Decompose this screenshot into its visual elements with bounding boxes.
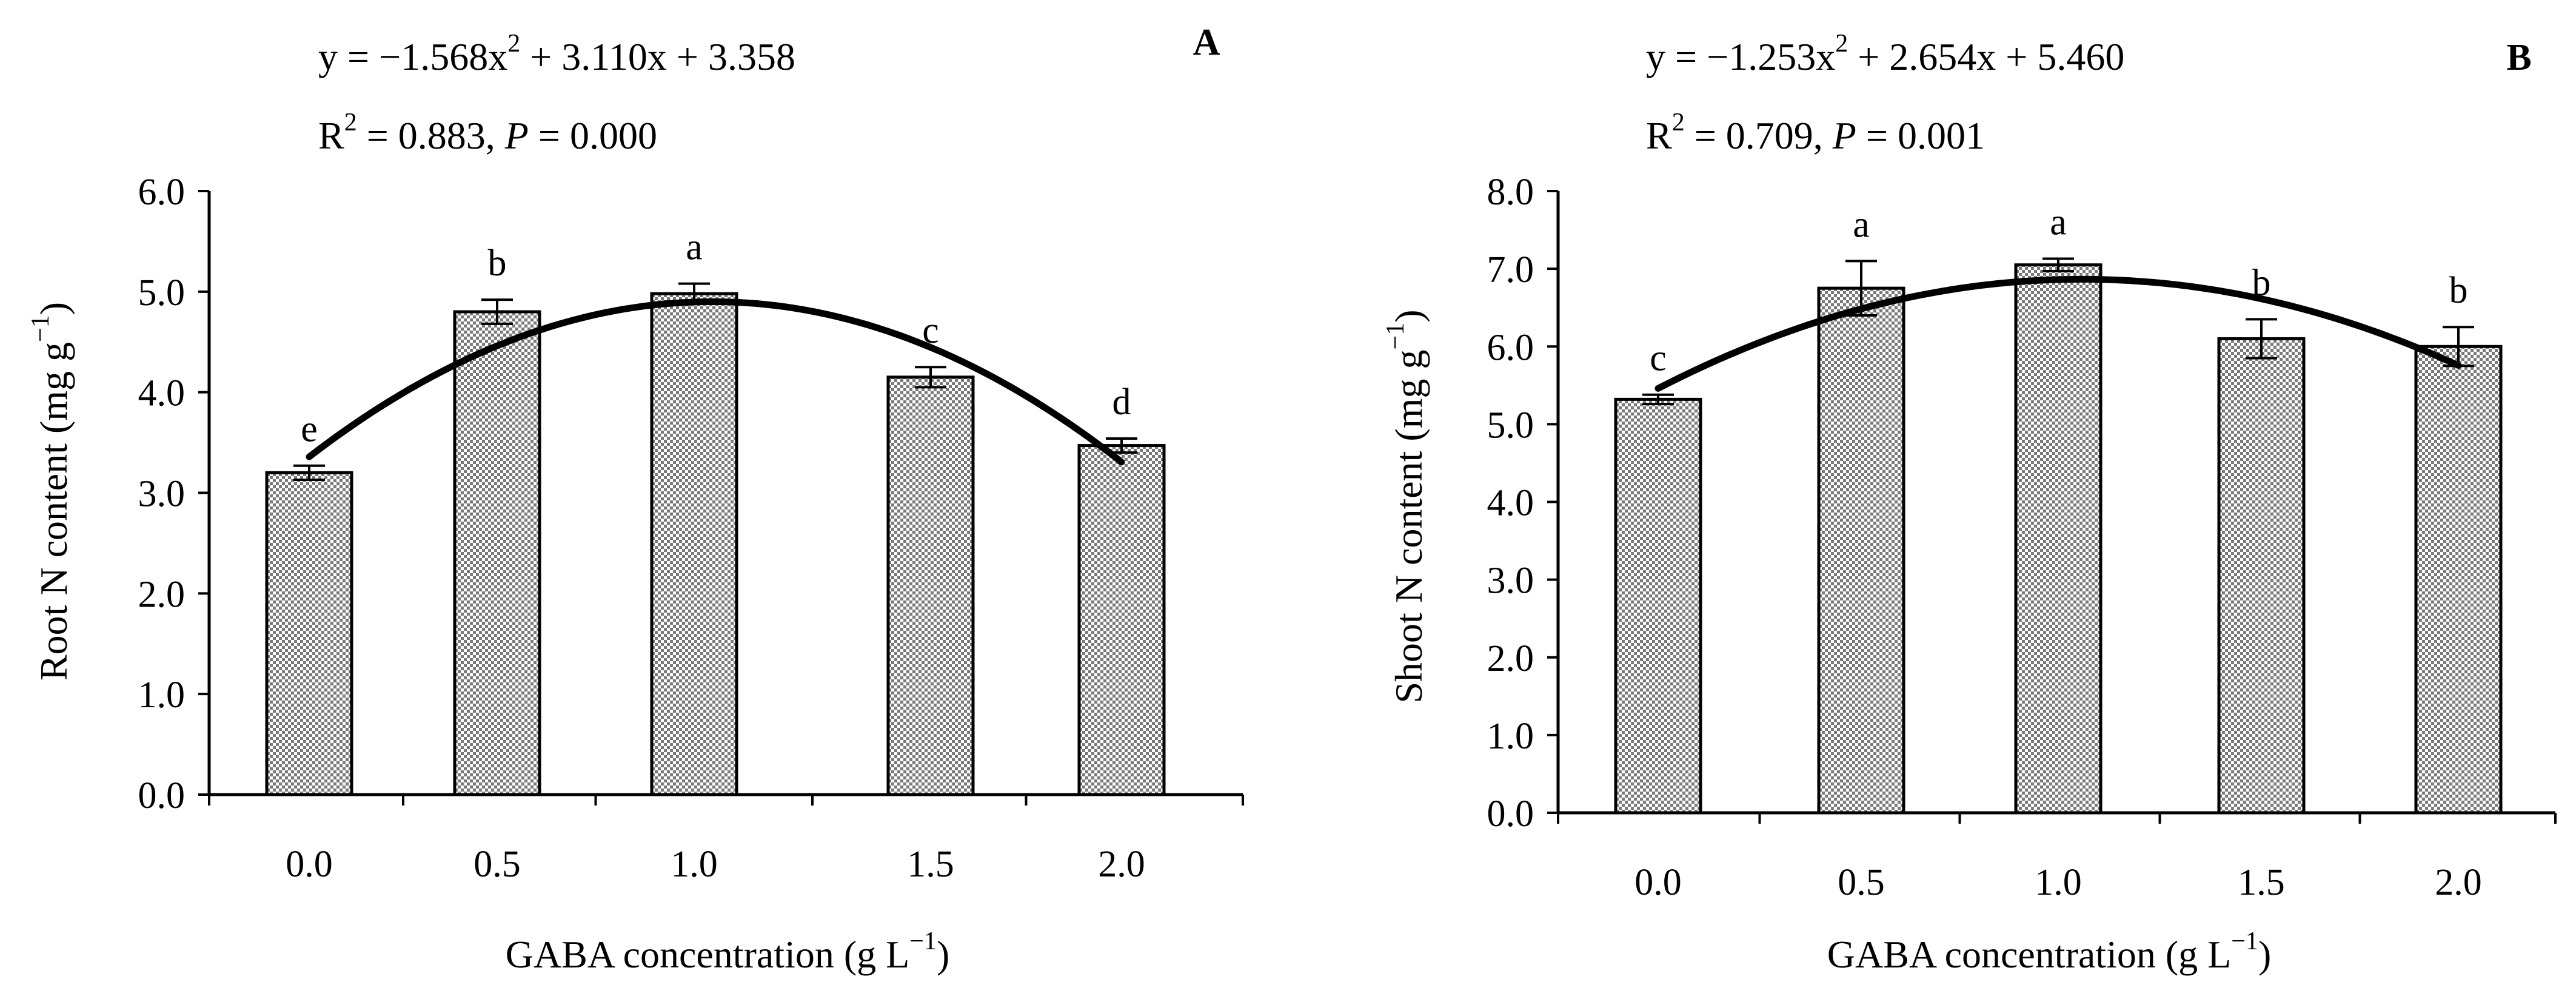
y-tick-label: 0.0 (1487, 793, 1534, 835)
y-axis-title-a: Root N content (mg g−1) (27, 302, 75, 681)
error-bar (481, 298, 513, 325)
y-tick-label: 2.0 (1487, 638, 1534, 679)
significance-letter: a (686, 227, 703, 268)
x-tick-label: 2.0 (1098, 844, 1145, 885)
y-tick-label: 4.0 (138, 373, 186, 414)
x-tick-label: 1.5 (907, 844, 954, 885)
x-tick-label: 2.0 (2435, 862, 2482, 903)
y-tick-label: 1.0 (1487, 716, 1534, 757)
y-tick-label: 1.0 (138, 674, 186, 716)
x-tick-label: 1.0 (671, 844, 718, 885)
bar (886, 375, 975, 796)
y-tick-label: 3.0 (1487, 560, 1534, 602)
x-tick-label: 0.5 (473, 844, 521, 885)
significance-letter: d (1112, 382, 1131, 423)
panel-label-b: B (2506, 37, 2531, 78)
bar (2217, 337, 2306, 815)
error-bar (293, 464, 325, 481)
panel-a: A y = −1.568x2 + 3.110x + 3.358 R2 = 0.8… (27, 22, 1244, 976)
bar (2414, 345, 2503, 815)
plot-area-b: 0.0 1.0 2.0 3.0 4.0 5.0 6.0 7.0 8.0 0.0 0.5 1.0 1.5 2… (1487, 172, 2557, 903)
bar (2014, 263, 2103, 815)
significance-letter: c (1650, 338, 1667, 379)
panel-b: B y = −1.253x2 + 2.654x + 5.460 R2 = 0.7… (1382, 30, 2557, 976)
equation-a: y = −1.568x2 + 3.110x + 3.358 (318, 30, 795, 78)
x-tick-label: 1.0 (2035, 862, 2082, 903)
x-tick-label: 1.5 (2238, 862, 2285, 903)
y-tick-label: 5.0 (138, 272, 186, 314)
bar (650, 292, 738, 796)
y-tick-label: 7.0 (1487, 249, 1534, 291)
significance-letter: b (2449, 270, 2468, 311)
significance-letter: e (301, 409, 318, 450)
y-axis-title-b: Shoot N content (mg g−1) (1382, 309, 1430, 703)
fit-stats-a: R2 = 0.883, P = 0.000 (318, 109, 657, 157)
x-tick-label: 0.5 (1838, 862, 1885, 903)
significance-letter: b (488, 243, 507, 284)
x-axis-title-b: GABA concentration (g L−1) (1827, 927, 2272, 976)
bar (1817, 286, 1905, 815)
error-bar (2246, 318, 2277, 360)
x-axis-title-a: GABA concentration (g L−1) (506, 927, 950, 976)
y-tick-label: 6.0 (1487, 327, 1534, 368)
y-tick-label: 2.0 (138, 574, 186, 615)
y-tick-label: 8.0 (1487, 172, 1534, 213)
plot-area-a: 0.01.02.03.04.05.06.00.0 0.5 1.0 1.5 2.0eb ac… (138, 172, 1244, 885)
bar (1077, 444, 1166, 796)
error-bar (1642, 393, 1674, 406)
error-bar (915, 366, 946, 389)
bar (453, 310, 541, 796)
equation-b: y = −1.253x2 + 2.654x + 5.460 (1646, 30, 2124, 78)
y-tick-label: 6.0 (138, 172, 186, 213)
x-tick-label: 0.0 (1634, 862, 1682, 903)
y-tick-label: 0.0 (138, 775, 186, 816)
y-tick-label: 5.0 (1487, 405, 1534, 446)
bar (265, 471, 353, 796)
bar (1614, 397, 1702, 815)
y-tick-label: 3.0 (138, 474, 186, 515)
error-bar (2042, 257, 2074, 272)
x-tick-label: 0.0 (286, 844, 333, 885)
panel-label-a: A (1193, 22, 1220, 63)
fit-stats-b: R2 = 0.709, P = 0.001 (1646, 109, 1985, 157)
significance-letter: a (2050, 201, 2067, 243)
y-tick-label: 4.0 (1487, 483, 1534, 524)
fit-curve (306, 298, 1125, 466)
fit-curve (1654, 275, 2462, 392)
significance-letter: a (1853, 204, 1870, 245)
